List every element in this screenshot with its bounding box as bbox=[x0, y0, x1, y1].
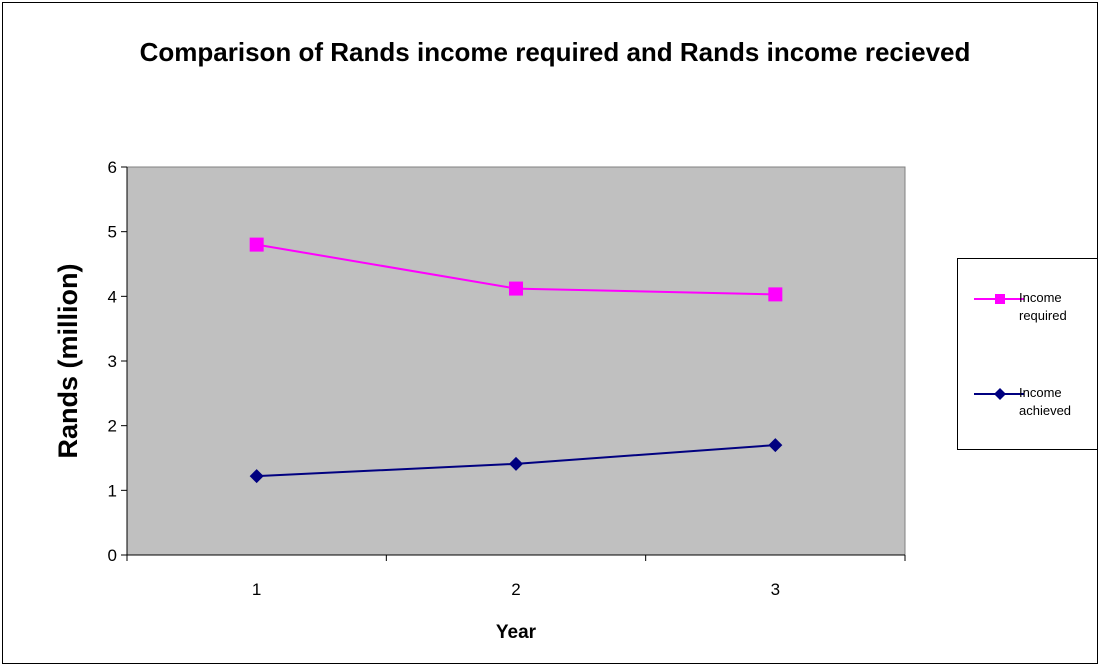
x-tick-label: 3 bbox=[771, 580, 780, 599]
axes: 0 1 2 3 4 5 6 1 2 3 bbox=[108, 158, 906, 599]
x-tick-label: 2 bbox=[511, 580, 520, 599]
x-tick-label: 1 bbox=[252, 580, 261, 599]
legend-text-line: required bbox=[1019, 308, 1067, 323]
legend-text-line: Income bbox=[1019, 290, 1062, 305]
data-point-income-required bbox=[768, 287, 783, 302]
legend-entry-income-required: Income required bbox=[958, 289, 1099, 349]
legend-entry-income-achieved: Income achieved bbox=[958, 384, 1099, 444]
y-axis-label: Rands (million) bbox=[53, 264, 83, 459]
data-point-income-required bbox=[509, 281, 523, 296]
legend-text-line: achieved bbox=[1019, 403, 1072, 418]
y-tick-label: 5 bbox=[108, 223, 117, 242]
legend-label-income-achieved: Income achieved bbox=[1019, 384, 1099, 420]
y-tick-label: 0 bbox=[108, 546, 117, 565]
legend-marker-diamond bbox=[974, 388, 1024, 400]
data-point-income-achieved bbox=[509, 456, 523, 471]
x-axis-label: Year bbox=[496, 622, 537, 643]
y-tick-label: 4 bbox=[108, 287, 117, 306]
legend-marker-square bbox=[974, 294, 1024, 304]
plot-area bbox=[126, 166, 906, 556]
y-tick-label: 2 bbox=[108, 417, 117, 436]
legend-text-line: Income bbox=[1019, 385, 1062, 400]
y-tick-label: 6 bbox=[108, 158, 117, 177]
y-tick-label: 1 bbox=[108, 481, 117, 500]
y-tick-label: 3 bbox=[108, 352, 117, 371]
legend-label-income-required: Income required bbox=[1019, 289, 1099, 325]
series-layer bbox=[249, 237, 783, 484]
chart-title: Comparison of Rands income required and … bbox=[139, 37, 971, 67]
data-point-income-required bbox=[249, 237, 264, 252]
legend: Income required Income achieved bbox=[957, 258, 1098, 450]
data-point-income-achieved bbox=[768, 438, 783, 453]
data-point-income-achieved bbox=[249, 469, 264, 484]
